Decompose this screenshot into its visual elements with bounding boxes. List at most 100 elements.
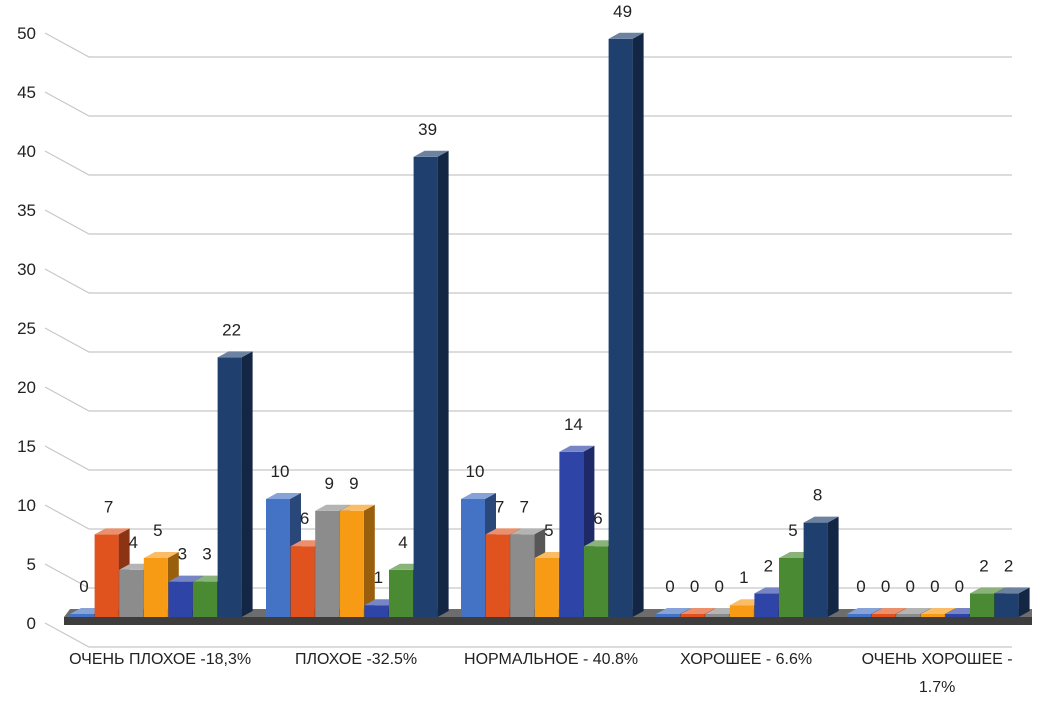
bar-side (632, 32, 644, 618)
data-label: 5 (544, 521, 553, 540)
data-label: 0 (930, 577, 939, 596)
bar-front (70, 614, 94, 617)
bar (413, 150, 449, 618)
bar-side (827, 516, 839, 617)
data-label: 0 (856, 577, 865, 596)
bar-front (119, 569, 144, 617)
data-label: 0 (690, 577, 699, 596)
category-label: ХОРОШЕЕ - 6.6% (680, 651, 812, 668)
data-label: 7 (104, 497, 113, 516)
category-label: ОЧЕНЬ ПЛОХОЕ -18,3% (69, 651, 251, 668)
data-label: 1 (739, 568, 748, 587)
y-tick-label: 40 (17, 142, 36, 161)
bar-top (266, 493, 301, 499)
data-label: 7 (495, 497, 504, 516)
bar-top (413, 150, 449, 157)
bar-front (920, 614, 945, 617)
gridline (44, 386, 1012, 412)
bar (608, 32, 644, 618)
bar-front (680, 614, 705, 617)
category-label: 1.7% (919, 679, 955, 696)
bar-top (994, 587, 1030, 594)
y-tick-label: 30 (17, 260, 36, 279)
bar-front (315, 510, 340, 617)
bar-top (94, 528, 130, 535)
gridline (44, 622, 1012, 648)
data-label: 10 (271, 462, 290, 481)
bar-front (510, 534, 535, 617)
bar-front (847, 614, 871, 617)
gridline (44, 445, 1012, 471)
bar-top (339, 504, 375, 511)
bar (994, 587, 1030, 617)
bar-front (871, 614, 896, 617)
data-label: 0 (665, 577, 674, 596)
data-label: 9 (324, 474, 333, 493)
bar-top (896, 608, 932, 614)
bar-front (413, 156, 438, 618)
gridline (44, 563, 1012, 589)
bar-front (779, 558, 803, 617)
bar-top (871, 608, 907, 614)
data-label: 9 (349, 474, 358, 493)
bar (217, 351, 253, 617)
data-label: 3 (202, 545, 211, 564)
data-label: 6 (593, 509, 602, 528)
bar-front (485, 534, 510, 617)
data-label: 5 (153, 521, 162, 540)
bar-top (168, 575, 204, 582)
bar-top (847, 608, 882, 614)
category-label: ОЧЕНЬ ХОРОШЕЕ - (862, 651, 1013, 668)
bar-top (143, 552, 179, 558)
y-tick-label: 45 (17, 83, 36, 102)
bar-front (656, 614, 680, 617)
bar-top (803, 516, 839, 523)
data-label: 6 (300, 509, 309, 528)
bar-front (143, 558, 168, 617)
y-tick-label: 25 (17, 319, 36, 338)
data-label: 4 (128, 533, 137, 552)
bar-front (729, 605, 754, 617)
bar (339, 504, 375, 617)
data-label: 10 (466, 462, 485, 481)
bar-front (461, 499, 485, 617)
gridline (44, 32, 1012, 58)
bar-side (241, 351, 253, 617)
bar-front (339, 510, 364, 617)
y-tick-label: 15 (17, 437, 36, 456)
bar-side (363, 504, 375, 617)
bar-side (437, 150, 449, 618)
y-tick-label: 5 (27, 555, 36, 574)
bar-front (994, 593, 1019, 617)
bar-front (389, 569, 413, 617)
gridline (44, 150, 1012, 176)
bar-top (656, 608, 691, 614)
bar-front (896, 614, 921, 617)
bar-top (315, 504, 351, 511)
bar-top (970, 587, 1005, 594)
bar-top (510, 528, 546, 535)
gridline (44, 209, 1012, 235)
y-tick-label: 10 (17, 496, 36, 515)
data-label: 0 (905, 577, 914, 596)
bar-front (534, 558, 559, 617)
data-label: 49 (613, 2, 632, 21)
bar-front (193, 581, 217, 617)
bar-side (1018, 587, 1030, 617)
bar (94, 528, 130, 617)
data-label: 22 (222, 320, 241, 339)
bar-top (920, 608, 956, 614)
bar-front (754, 593, 779, 617)
bar-front (559, 451, 584, 617)
gridline (44, 268, 1012, 294)
data-label: 0 (955, 577, 964, 596)
bar-front (584, 546, 608, 617)
gridline (44, 91, 1012, 117)
bar-front (608, 38, 633, 618)
data-label: 2 (1004, 556, 1013, 575)
bar-top (559, 445, 595, 452)
bar-front (945, 614, 970, 617)
data-label: 0 (79, 577, 88, 596)
